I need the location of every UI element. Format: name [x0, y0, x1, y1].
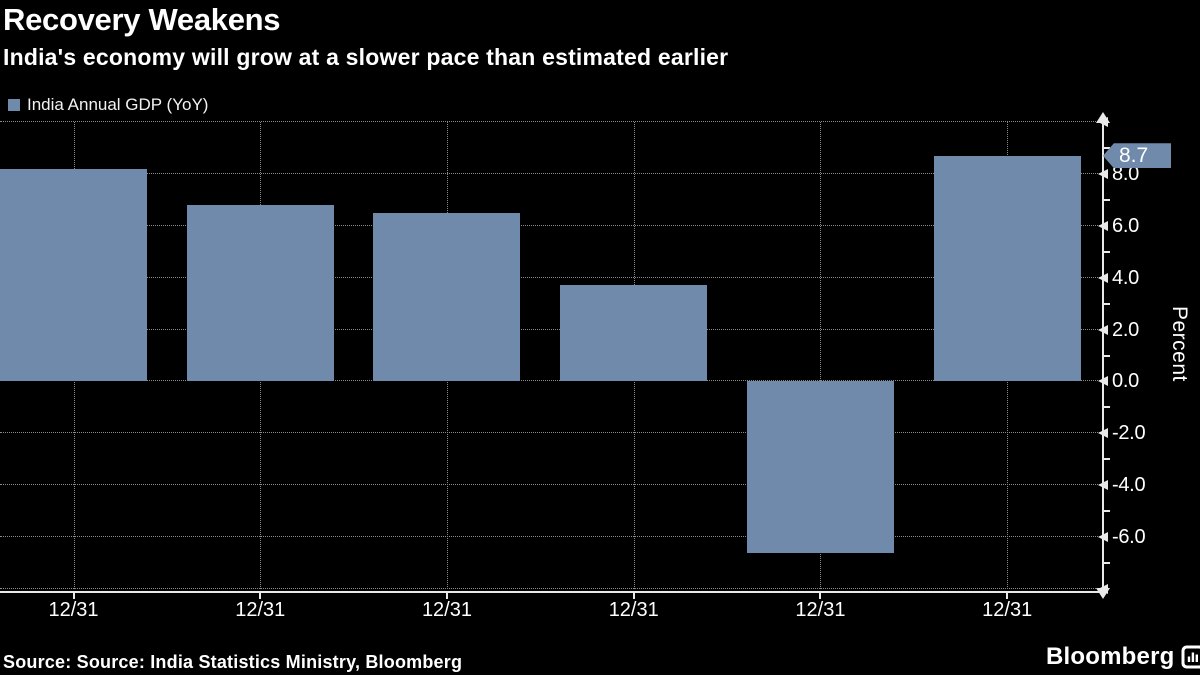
source-line: Source: Source: India Statistics Ministr… [3, 652, 463, 672]
x-tick-label: 12/31 [982, 599, 1033, 621]
y-tick-label: 6.0 [1112, 214, 1139, 237]
h-gridline [0, 484, 1102, 486]
bar [186, 205, 334, 382]
y-minor-tick [1104, 250, 1110, 253]
y-axis-title: Percent [1168, 306, 1191, 382]
h-gridline [0, 380, 1102, 382]
x-tick [819, 591, 822, 599]
y-major-tick-icon [1098, 168, 1108, 179]
h-gridline [0, 536, 1102, 538]
y-minor-tick [1104, 510, 1110, 513]
y-minor-tick [1104, 302, 1110, 305]
x-tick [72, 591, 75, 599]
h-gridline [0, 172, 1102, 174]
y-major-tick-icon [1098, 428, 1108, 439]
bloomberg-logo-text: Bloomberg [1046, 643, 1175, 670]
last-value-badge: 8.7 [1103, 143, 1171, 169]
x-tick [632, 591, 635, 599]
y-major-tick-icon [1098, 584, 1108, 594]
x-tick-label: 12/31 [795, 599, 846, 621]
y-tick-label: 2.0 [1112, 318, 1139, 341]
y-major-tick-icon [1098, 532, 1108, 543]
bloomberg-chart-icon [1181, 645, 1200, 669]
bar [373, 212, 521, 382]
legend: India Annual GDP (YoY) [8, 95, 208, 115]
bar [933, 155, 1081, 382]
bar [0, 168, 147, 382]
h-gridline [0, 328, 1102, 330]
x-tick-label: 12/31 [421, 599, 472, 621]
y-minor-tick [1104, 562, 1110, 565]
last-value-label: 8.7 [1119, 144, 1149, 168]
x-tick-label: 12/31 [48, 599, 99, 621]
chart-subtitle: India's economy will grow at a slower pa… [3, 44, 729, 70]
y-axis-line [1102, 115, 1104, 597]
y-minor-tick [1104, 458, 1110, 461]
x-tick [259, 591, 262, 599]
y-tick-label: 8.0 [1112, 162, 1139, 185]
x-tick [1006, 591, 1009, 599]
x-tick-label: 12/31 [235, 599, 286, 621]
bar [746, 381, 894, 553]
y-tick-label: -4.0 [1112, 474, 1146, 497]
legend-swatch [8, 99, 20, 111]
y-minor-tick [1104, 354, 1110, 357]
chart-title: Recovery Weakens [3, 2, 281, 37]
y-tick-label: -6.0 [1112, 526, 1146, 549]
y-minor-tick [1104, 406, 1110, 409]
h-gridline [0, 121, 1102, 122]
y-major-tick-icon [1098, 324, 1108, 335]
y-major-tick-icon [1098, 117, 1108, 127]
y-major-tick-icon [1098, 480, 1108, 491]
legend-label: India Annual GDP (YoY) [27, 95, 209, 114]
v-gridline [820, 122, 822, 589]
y-tick-label: -2.0 [1112, 422, 1146, 445]
x-axis-line [0, 591, 1104, 593]
y-major-tick-icon [1098, 376, 1108, 387]
y-minor-tick [1104, 146, 1110, 149]
bloomberg-logo: Bloomberg [1046, 643, 1200, 671]
x-tick [445, 591, 448, 599]
y-major-tick-icon [1098, 220, 1108, 231]
bar [560, 285, 708, 382]
y-major-tick-icon [1098, 272, 1108, 283]
y-tick-label: 0.0 [1112, 370, 1139, 393]
h-gridline [0, 276, 1102, 278]
h-gridline [0, 588, 1102, 589]
y-tick-label: 4.0 [1112, 266, 1139, 289]
h-gridline [0, 224, 1102, 226]
y-minor-tick [1104, 198, 1110, 201]
x-tick-label: 12/31 [608, 599, 659, 621]
h-gridline [0, 432, 1102, 434]
